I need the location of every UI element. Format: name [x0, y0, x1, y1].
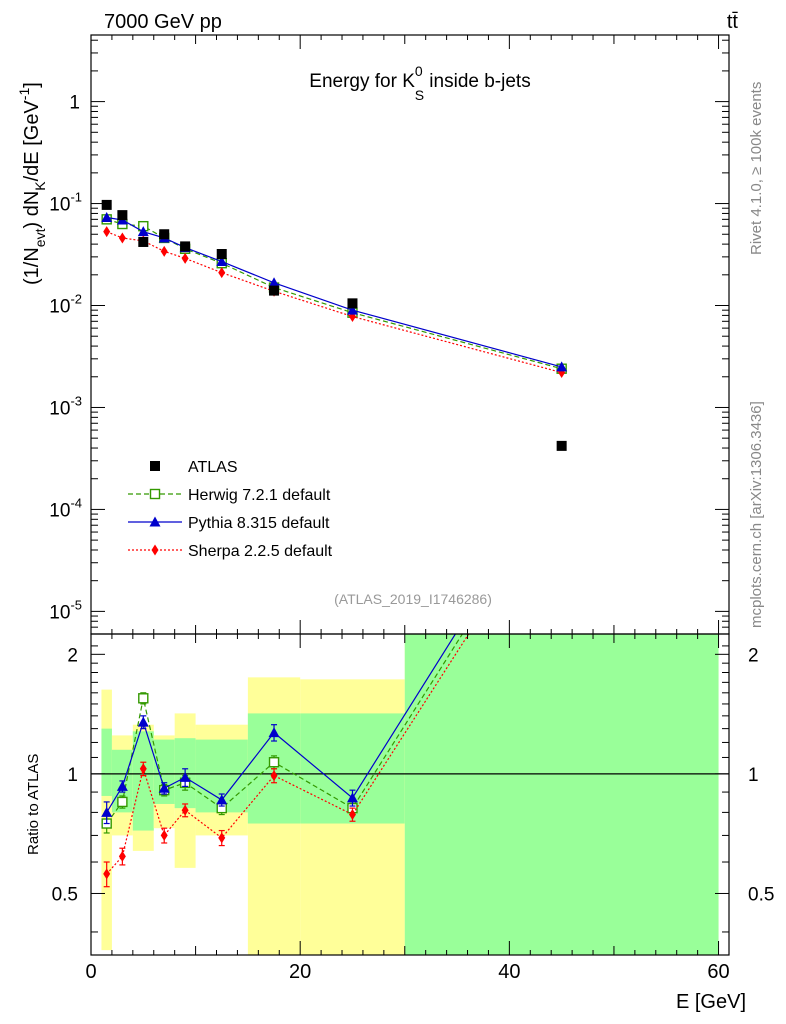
- data-point: [103, 226, 111, 238]
- ratio-y-tick-label-right: 1: [748, 765, 759, 786]
- data-point: [116, 780, 128, 791]
- data-point: [101, 806, 113, 817]
- energy-label: 7000 GeV pp: [104, 11, 222, 33]
- data-point: [101, 199, 112, 210]
- x-axis-label: E [GeV]: [676, 991, 746, 1013]
- analysis-label: (ATLAS_2019_I1746286): [334, 591, 492, 607]
- data-point: [117, 210, 128, 221]
- data-point: [556, 361, 568, 372]
- series-line: [106, 231, 562, 374]
- data-point: [347, 298, 358, 309]
- main-frame: [90, 34, 730, 635]
- legend-label: Pythia 8.315 default: [188, 515, 330, 532]
- x-tick-label: 0: [85, 961, 96, 983]
- x-tick-label: 20: [289, 961, 311, 983]
- data-point: [118, 850, 126, 862]
- data-point: [346, 792, 358, 803]
- data-point: [348, 809, 356, 821]
- ratio-series-sherpa: [103, 634, 470, 888]
- y-tick-label: 1: [69, 93, 80, 114]
- ratio-y-axis-label: Ratio to ATLAS: [25, 754, 42, 855]
- ratio-y-tick-label: 0.5: [52, 884, 78, 905]
- series-line: [106, 218, 562, 370]
- y-tick-label: 10-5: [49, 597, 82, 623]
- y-tick-label: 10-2: [49, 292, 82, 318]
- inner-band-bin: [132, 731, 154, 831]
- data-point: [268, 757, 280, 768]
- data-point: [181, 804, 189, 816]
- legend-label: Herwig 7.2.1 default: [188, 487, 331, 504]
- data-point: [138, 236, 149, 247]
- data-point: [150, 461, 160, 471]
- ratio-y-tick-label: 1: [67, 765, 78, 786]
- ratio-series-pythia: [101, 634, 457, 825]
- axis-ticks: 0 20 40 60 10-5 10-4 10-3 10-2 10-1 1 0.5 0.5 1 1 2 2: [49, 35, 774, 983]
- legend-entry: Sherpa 2.2.5 default: [128, 543, 333, 560]
- series-pythia: [101, 211, 568, 372]
- legend-entry: Herwig 7.2.1 default: [128, 487, 331, 504]
- data-point: [103, 868, 111, 880]
- data-point: [101, 211, 113, 222]
- data-point: [149, 516, 161, 527]
- data-point: [137, 716, 149, 727]
- data-point: [218, 832, 226, 844]
- y-axis-label: (1/Nevt) dNK/dE [GeV-1]: [16, 82, 48, 285]
- main-series: [101, 199, 568, 451]
- ratio-y-tick-label: 2: [67, 645, 78, 666]
- ratio-frame: [90, 633, 730, 956]
- x-tick-label: 40: [498, 961, 520, 983]
- y-tick-label: 10-3: [49, 393, 82, 419]
- data-point: [268, 727, 280, 738]
- series-line: [106, 216, 562, 368]
- data-point: [218, 267, 226, 279]
- data-point: [268, 277, 280, 288]
- data-point: [159, 229, 170, 240]
- legend-label: Sherpa 2.2.5 default: [188, 543, 333, 560]
- data-point: [216, 794, 228, 805]
- legend-entry: ATLAS: [150, 459, 238, 476]
- data-point: [139, 763, 147, 775]
- data-point: [556, 440, 567, 451]
- data-point: [269, 285, 280, 296]
- y-tick-label: 10-4: [49, 495, 82, 521]
- inner-band-bin: [404, 634, 719, 955]
- legend: ATLAS Herwig 7.2.1 default Pythia 8.315 de…: [128, 459, 333, 560]
- legend-entry: Pythia 8.315 default: [128, 515, 330, 532]
- data-point: [181, 252, 189, 264]
- series-sherpa: [103, 226, 566, 379]
- ratio-uncertainty-bands: [101, 634, 719, 955]
- data-point: [137, 226, 149, 237]
- y-tick-label: 10-1: [49, 190, 82, 216]
- rivet-label: Rivet 4.1.0, ≥ 100k events: [748, 82, 765, 255]
- data-point: [216, 249, 227, 260]
- data-point: [270, 770, 278, 782]
- ratio-y-tick-label-right: 2: [748, 645, 759, 666]
- data-point: [180, 241, 191, 252]
- series-atlas: [101, 199, 567, 451]
- data-point: [160, 245, 168, 257]
- data-point: [158, 782, 170, 793]
- data-point: [138, 693, 149, 704]
- data-point: [179, 771, 191, 782]
- data-point: [149, 488, 161, 500]
- data-point: [216, 256, 228, 267]
- data-point: [117, 796, 128, 808]
- plot-frames: [90, 34, 730, 956]
- inner-band-bin: [101, 728, 112, 796]
- data-point: [346, 304, 358, 315]
- data-point: [160, 829, 168, 841]
- chart-title: Energy for K0 S inside b-jets: [309, 63, 530, 103]
- ratio-series: [101, 634, 470, 888]
- x-tick-label: 60: [707, 961, 729, 983]
- legend-label: ATLAS: [188, 459, 238, 476]
- data-point: [151, 544, 159, 556]
- process-label: tt̄: [727, 11, 739, 33]
- ratio-y-tick-label-right: 0.5: [748, 884, 774, 905]
- data-point: [118, 232, 126, 244]
- mcplots-label: mcplots.cern.ch [arXiv:1306.3436]: [748, 401, 765, 628]
